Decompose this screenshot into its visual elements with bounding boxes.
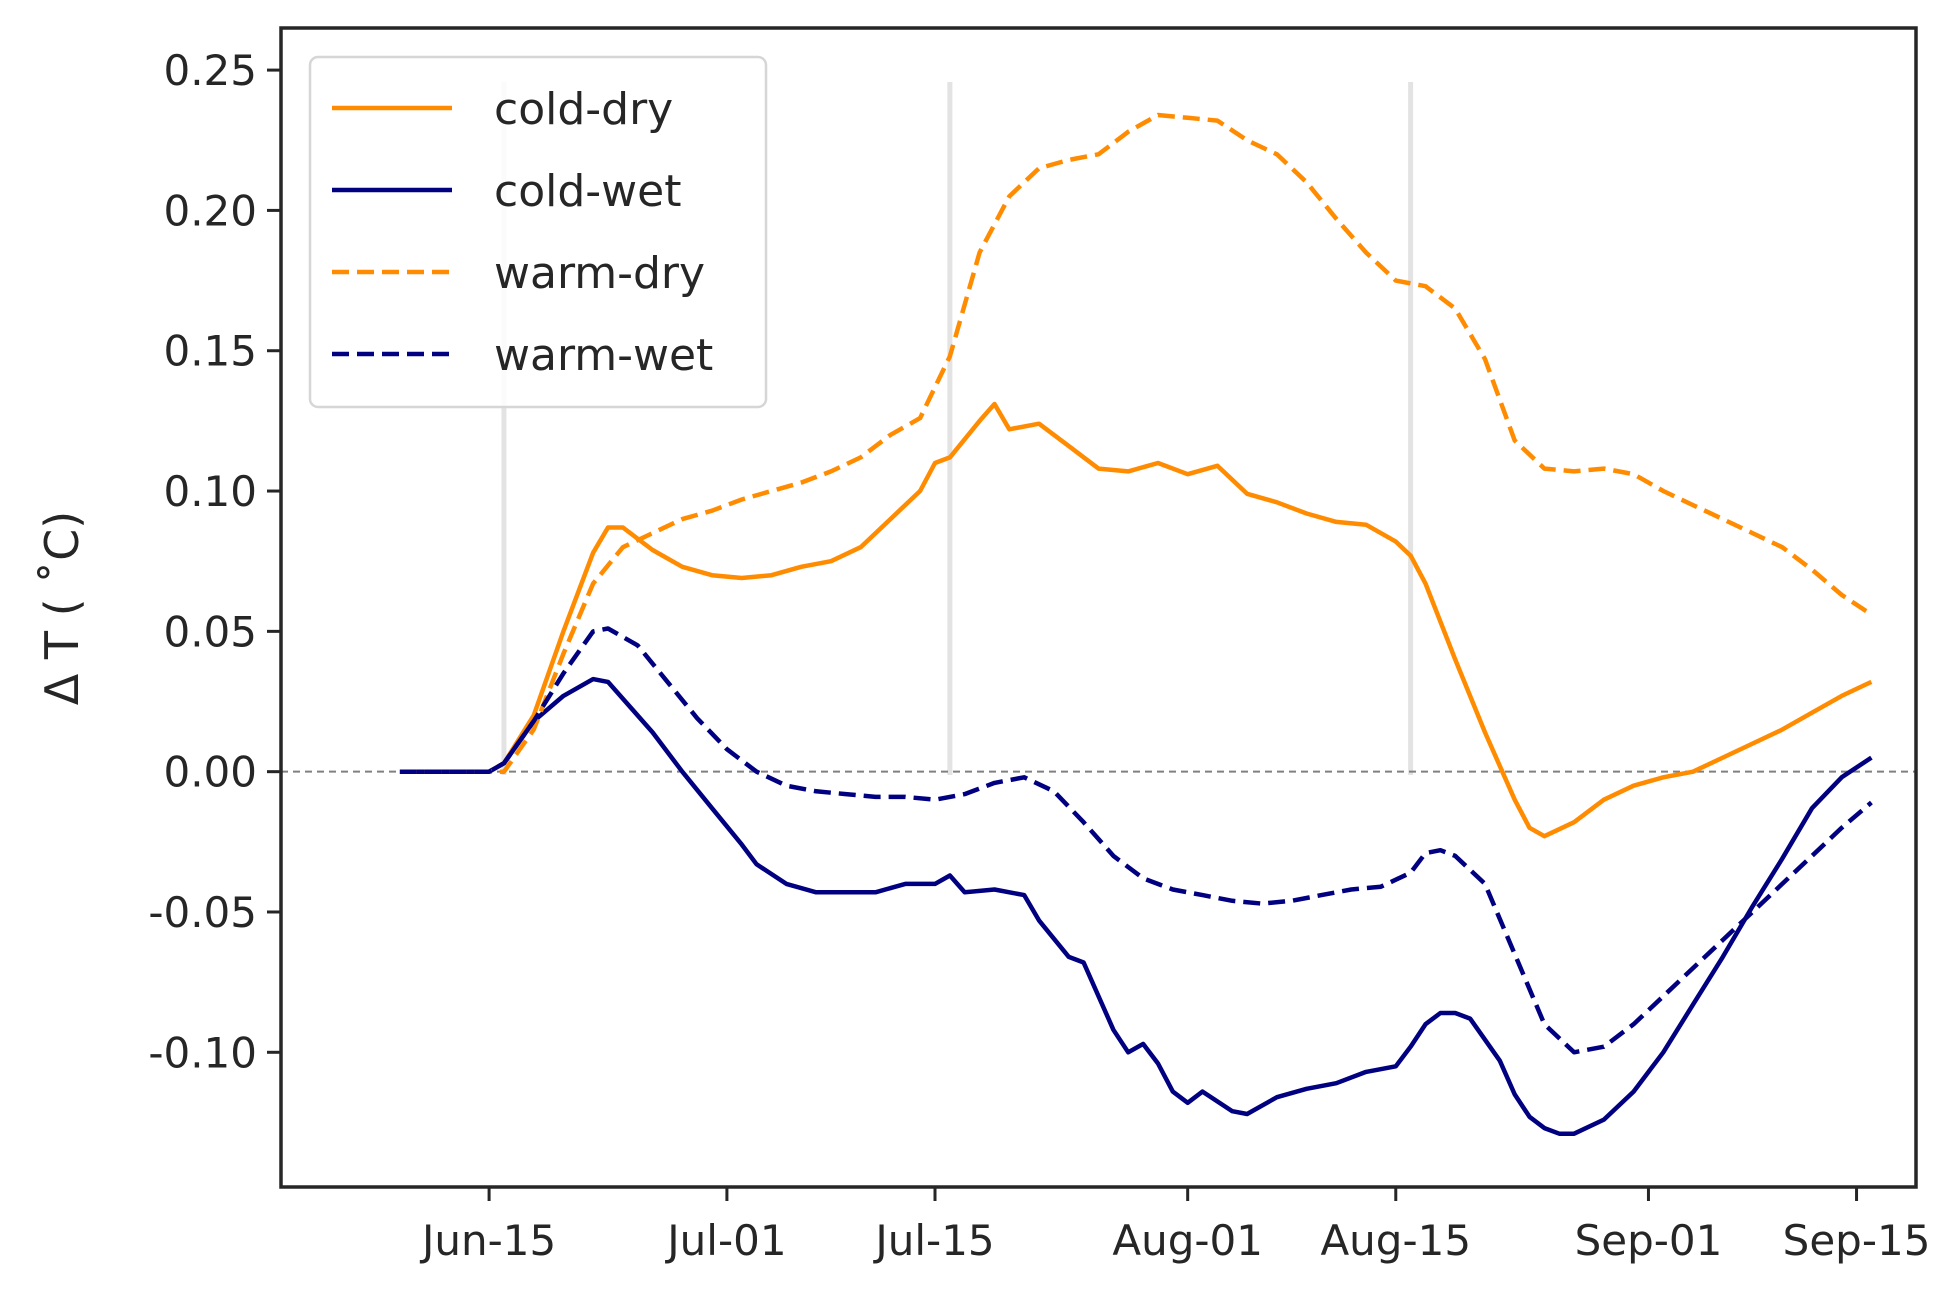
y-tick-label: 0.00 bbox=[163, 748, 257, 797]
legend-label-cold-wet: cold-wet bbox=[494, 166, 681, 217]
x-tick-label: Jul-01 bbox=[664, 1216, 786, 1265]
legend-label-warm-dry: warm-dry bbox=[494, 248, 705, 299]
y-tick-label: 0.10 bbox=[163, 467, 257, 516]
y-tick-label: 0.25 bbox=[163, 46, 257, 95]
legend-items: cold-dry cold-wet warm-dry warm-wet bbox=[332, 84, 713, 381]
y-tick-label: -0.05 bbox=[148, 888, 257, 937]
y-tick-label: -0.10 bbox=[148, 1028, 257, 1077]
y-tick-label: 0.20 bbox=[163, 186, 257, 235]
legend-box bbox=[308, 55, 768, 409]
y-axis-label: Δ T ( ˚C) bbox=[35, 511, 89, 705]
x-tick-label: Jun-15 bbox=[419, 1216, 556, 1265]
x-tick-label: Aug-15 bbox=[1320, 1216, 1471, 1265]
series-line-warm-wet bbox=[399, 626, 1873, 1055]
x-tick-label: Sep-15 bbox=[1783, 1216, 1931, 1265]
plot-frame bbox=[279, 26, 1918, 1189]
legend-label-cold-dry: cold-dry bbox=[494, 84, 673, 135]
series-line-warm-dry bbox=[399, 112, 1873, 774]
x-axis: Jun-15 Jul-01 Jul-15 Aug-01 Aug-15 Sep-01 Sep-… bbox=[419, 1187, 1930, 1265]
y-axis: 0.25 0.20 0.15 0.10 0.05 0.00 -0.05 -0.10 bbox=[148, 46, 281, 1077]
x-tick-label: Sep-01 bbox=[1575, 1216, 1723, 1265]
series-line-cold-dry bbox=[399, 401, 1873, 839]
x-tick-label: Jul-15 bbox=[872, 1216, 994, 1265]
legend: cold-dry cold-wet warm-dry warm-wet bbox=[308, 55, 768, 409]
x-tick-label: Aug-01 bbox=[1112, 1216, 1263, 1265]
legend-label-warm-wet: warm-wet bbox=[494, 330, 713, 381]
y-tick-label: 0.15 bbox=[163, 327, 257, 376]
series-line-cold-wet bbox=[399, 676, 1873, 1136]
series-lines bbox=[399, 112, 1873, 1136]
y-tick-label: 0.05 bbox=[163, 607, 257, 656]
